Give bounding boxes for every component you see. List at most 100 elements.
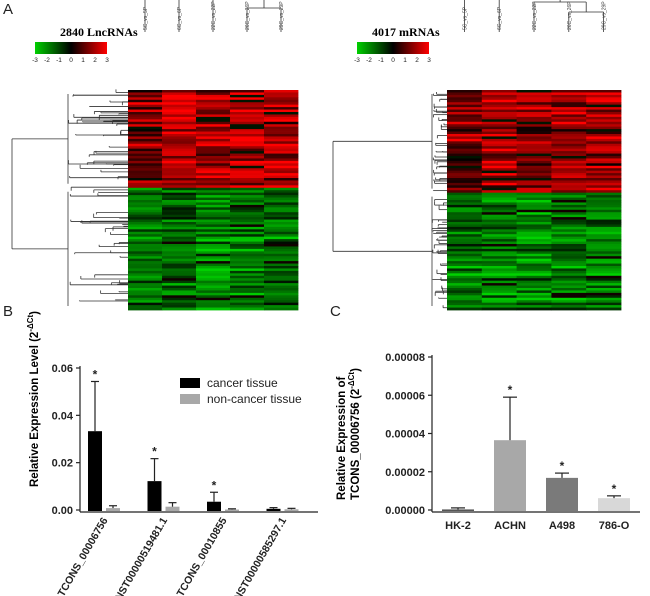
heatmap-cell [481,226,517,230]
heatmap-cell [481,187,517,191]
heatmap-cell [196,302,231,306]
heatmap-cell [481,126,517,130]
heatmap-cell [586,217,622,220]
heatmap-cell [230,239,265,242]
heatmap-cell [586,92,622,96]
mrna-heatmap-title: 4017 mRNAs [372,25,440,39]
heatmap-cell [128,151,163,154]
heatmap-cell [264,170,299,174]
heatmap-cell [586,151,622,154]
heatmap-cell [481,204,517,208]
heatmap-cell [162,146,197,150]
heatmap-cell [196,94,231,98]
heatmap-cell [230,234,265,238]
heatmap-cell [551,239,587,242]
heatmap-cell [481,170,517,174]
x-category-label: HK-2 [445,520,471,532]
heatmap-cell [551,129,587,132]
x-category-label: ENST00000519481.1 [109,515,170,596]
heatmap-cell [551,212,587,216]
heatmap-cell [516,160,552,164]
heatmap-column-label: 6C_vs_6P [497,6,503,30]
heatmap-cell [551,200,587,203]
heatmap-cell [162,124,197,128]
heatmap-cell [586,124,622,128]
heatmap-cell [447,239,483,242]
heatmap-cell [230,90,265,93]
heatmap-cell [230,138,265,142]
significance-marker: * [212,478,217,492]
heatmap-cell [586,146,622,150]
heatmap-cell [264,305,299,308]
heatmap-cell [264,126,299,130]
heatmap-cell [128,290,163,294]
heatmap-cell [586,246,622,250]
heatmap-cell [230,256,265,260]
heatmap-cell [264,119,299,123]
heatmap-cell [128,239,163,242]
heatmap-cell [481,200,517,203]
heatmap-cell [264,204,299,208]
heatmap-cell [481,180,517,184]
lncrna-colorbar [35,42,107,54]
heatmap-cell [230,156,265,159]
heatmap-cell [481,136,517,140]
heatmap-cell [447,307,483,311]
heatmap-cell [516,273,552,277]
heatmap-cell [264,266,299,269]
heatmap-cell [230,151,265,154]
heatmap-cell [481,219,517,223]
mrna-heatmap: 4017 mRNAs -3 -2 -1 0 1 2 3 5C_vs_5P 6C_vs_6P 22… [332,0,622,311]
heatmap-cell [162,270,197,274]
heatmap-cell [230,99,265,103]
heatmap-cell [196,160,231,164]
heatmap-cell [128,207,163,211]
heatmap-cell [162,266,197,269]
heatmap-cell [230,212,265,216]
heatmap-cell [196,180,231,184]
heatmap-cell [264,300,299,304]
heatmap-cell [264,261,299,264]
heatmap-cell [447,158,483,162]
heatmap-cell [230,190,265,194]
heatmap-cell [551,126,587,130]
heatmap-cell [196,148,231,152]
y-tick-label: 0.02 [52,458,73,470]
heatmap-cell [162,246,197,250]
heatmap-cell [516,129,552,132]
heatmap-cell [196,178,231,181]
heatmap-cell [128,214,163,218]
heatmap-cell [551,131,587,135]
heatmap-cell [447,236,483,240]
heatmap-cell [551,251,587,255]
heatmap-cell [516,204,552,208]
colorbar-tick-label: 0 [391,57,395,64]
heatmap-cell [551,246,587,250]
heatmap-cell [162,253,197,257]
heatmap-cell [551,173,587,176]
heatmap-cell [264,283,299,286]
heatmap-cell [196,138,231,142]
heatmap-cell [551,151,587,154]
heatmap-cell [481,158,517,162]
heatmap-cell [481,292,517,296]
heatmap-cell [230,178,265,181]
heatmap-cell [551,226,587,230]
heatmap-cell [447,280,483,284]
heatmap-cell [162,297,197,301]
heatmap-cell [128,268,163,272]
heatmap-column-label: 22C_vs_22P [211,1,217,30]
heatmap-cell [196,156,231,159]
heatmap-cell [586,90,622,93]
heatmap-cell [551,102,587,106]
panel-label-b: B [3,303,13,320]
heatmap-cell [481,256,517,260]
heatmap-cell [551,138,587,142]
heatmap-cell [447,258,483,262]
heatmap-cell [162,244,197,247]
heatmap-cell [128,107,163,110]
heatmap-cell [551,266,587,269]
heatmap-cell [196,263,231,267]
heatmap-cell [128,209,163,213]
